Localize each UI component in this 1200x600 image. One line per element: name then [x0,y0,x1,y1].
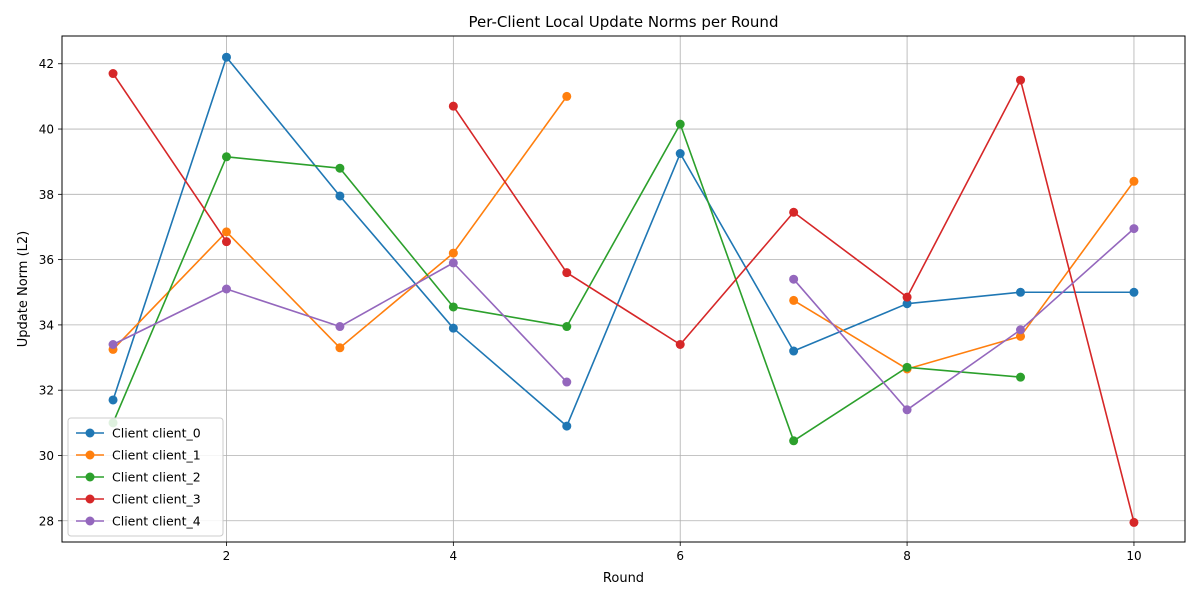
legend-label: Client client_2 [112,470,201,485]
data-point [448,258,458,268]
legend-label: Client client_3 [112,492,201,507]
y-axis-title: Update Norm (L2) [16,231,31,347]
x-tick-label: 4 [450,549,458,563]
data-point [902,292,912,302]
data-point [1016,325,1026,335]
data-point [1016,372,1026,382]
data-point [675,119,685,129]
data-point [335,191,345,201]
data-point [675,149,685,159]
legend-label: Client client_4 [112,514,201,529]
plot-frame [61,35,1186,543]
legend-item: Client client_3 [76,492,201,507]
data-point [902,405,912,415]
series-lines [108,52,1139,527]
chart-title: Per-Client Local Update Norms per Round [469,13,779,31]
data-point [1016,75,1026,85]
x-tick-label: 6 [676,549,684,563]
series-line [112,56,1134,427]
series-4 [108,224,1139,415]
y-tick-label: 42 [39,57,54,71]
y-tick-label: 36 [39,253,54,267]
x-tick-label: 2 [223,549,231,563]
data-point [675,339,685,349]
data-point [789,274,799,284]
axis-ticks: 2 4 6 8 10 28 30 32 34 36 38 40 42 [39,57,1142,563]
series-3 [108,69,1139,527]
data-point [562,377,572,387]
series-line [112,73,228,243]
x-tick-label: 10 [1126,549,1141,563]
data-point [562,91,572,101]
y-tick-label: 30 [39,449,54,463]
data-point [789,295,799,305]
legend-item: Client client_1 [76,448,201,463]
y-tick-label: 40 [39,123,54,137]
data-point [562,421,572,431]
legend-swatch-marker [85,472,95,482]
series-line [793,228,1135,411]
legend-item: Client client_4 [76,514,201,529]
legend-swatch-marker [85,516,95,526]
data-point [789,436,799,446]
data-point [562,268,572,278]
data-point [335,163,345,173]
legend-item: Client client_2 [76,470,201,485]
data-point [221,152,231,162]
data-point [789,346,799,356]
legend-swatch-marker [85,428,95,438]
data-point [335,322,345,332]
data-point [221,237,231,247]
y-tick-label: 34 [39,318,54,332]
legend-item: Client client_0 [76,426,201,441]
legend: Client client_0 Client client_1 Client cli… [67,417,224,537]
legend-box [67,417,224,537]
data-point [1129,517,1139,527]
data-point [902,362,912,372]
data-point [1016,331,1026,341]
data-point [789,207,799,217]
x-tick-label: 8 [903,549,911,563]
data-point [221,227,231,237]
data-point [335,343,345,353]
data-point [1129,287,1139,297]
data-point [221,52,231,62]
y-tick-label: 38 [39,188,54,202]
data-point [448,302,458,312]
y-tick-label: 32 [39,384,54,398]
series-line [793,180,1135,370]
data-point [108,339,118,349]
data-point [902,299,912,309]
data-point [448,248,458,258]
data-point [221,284,231,294]
legend-swatch-marker [85,450,95,460]
data-point [1129,176,1139,186]
legend-swatch-marker [85,494,95,504]
data-point [108,69,118,79]
legend-label: Client client_1 [112,448,201,463]
series-0 [108,52,1139,431]
series-2 [108,119,1026,446]
data-point [1016,287,1026,297]
data-point [448,323,458,333]
data-point [108,395,118,405]
x-axis-title: Round [603,571,644,586]
data-point [562,322,572,332]
y-tick-label: 28 [39,514,54,528]
data-point [1129,224,1139,234]
legend-label: Client client_0 [112,426,201,441]
data-point [448,101,458,111]
